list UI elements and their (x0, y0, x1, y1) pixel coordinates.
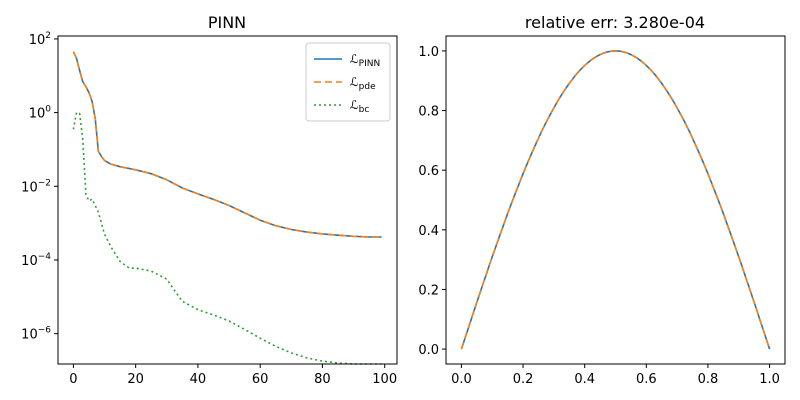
x-tick-label: 40 (190, 372, 207, 387)
legend-symbol: ℒ (350, 98, 359, 112)
legend-label-bc: ℒbc (350, 98, 369, 115)
legend-label-pde: ℒpde (350, 75, 376, 92)
y-tick-label: 1.0 (418, 45, 439, 60)
solution-plot-frame (445, 35, 786, 365)
y-tick-label: 10−2 (21, 178, 51, 195)
solution-plot-lines (460, 50, 771, 350)
x-tick-label: 0.0 (451, 372, 472, 387)
solution-plot: relative err: 3.280e-04 0.0 0.2 0.4 0.6 0.8 1… (418, 13, 786, 387)
y-tick-label: 102 (29, 31, 51, 48)
y-tick-exponent: −6 (38, 326, 52, 336)
y-tick-label: 100 (29, 105, 52, 122)
solution-plot-ticks: 0.0 0.2 0.4 0.6 0.8 1.0 0.0 0.2 0.4 0.6 0.8 1.0 (418, 45, 780, 387)
x-tick-label: 100 (372, 372, 397, 387)
legend-symbol: ℒ (350, 75, 359, 89)
x-tick-label: 0.4 (574, 372, 595, 387)
y-tick-label: 0.6 (418, 164, 439, 179)
solution-line-reference (460, 50, 771, 350)
loss-plot-title: PINN (208, 13, 246, 32)
x-tick-label: 80 (314, 372, 331, 387)
y-tick-base: 10 (21, 328, 38, 343)
legend-subscript: bc (359, 105, 370, 115)
legend-label-PINN: ℒPINN (350, 52, 380, 69)
y-tick-label: 0.4 (418, 224, 439, 239)
loss-plot-lines (72, 51, 382, 365)
x-tick-label: 20 (127, 372, 144, 387)
x-tick-label: 1.0 (759, 372, 780, 387)
y-tick-label: 0.8 (418, 105, 439, 120)
y-tick-label: 0.2 (418, 283, 439, 298)
legend-box (305, 42, 391, 122)
x-tick-label: 0.2 (513, 372, 534, 387)
legend-subscript: PINN (359, 59, 381, 69)
x-tick-label: 0 (69, 372, 77, 387)
y-tick-base: 10 (29, 33, 46, 48)
legend-subscript: pde (359, 82, 376, 92)
y-tick-exponent: 0 (45, 105, 51, 115)
y-tick-label: 0.0 (418, 343, 439, 358)
y-tick-base: 10 (21, 180, 38, 195)
y-tick-base: 10 (29, 107, 46, 122)
legend-symbol: ℒ (350, 52, 359, 66)
x-tick-label: 60 (252, 372, 269, 387)
x-tick-label: 0.6 (636, 372, 657, 387)
y-tick-exponent: 2 (45, 31, 51, 41)
solution-plot-title: relative err: 3.280e-04 (525, 13, 705, 32)
series-line-pde (72, 51, 382, 238)
y-tick-exponent: −4 (38, 252, 52, 262)
loss-plot-frame (57, 35, 398, 365)
y-tick-label: 10−6 (21, 326, 51, 343)
x-tick-label: 0.8 (698, 372, 719, 387)
y-tick-exponent: −2 (38, 178, 51, 188)
y-tick-label: 10−4 (21, 252, 51, 269)
y-tick-base: 10 (21, 254, 38, 269)
